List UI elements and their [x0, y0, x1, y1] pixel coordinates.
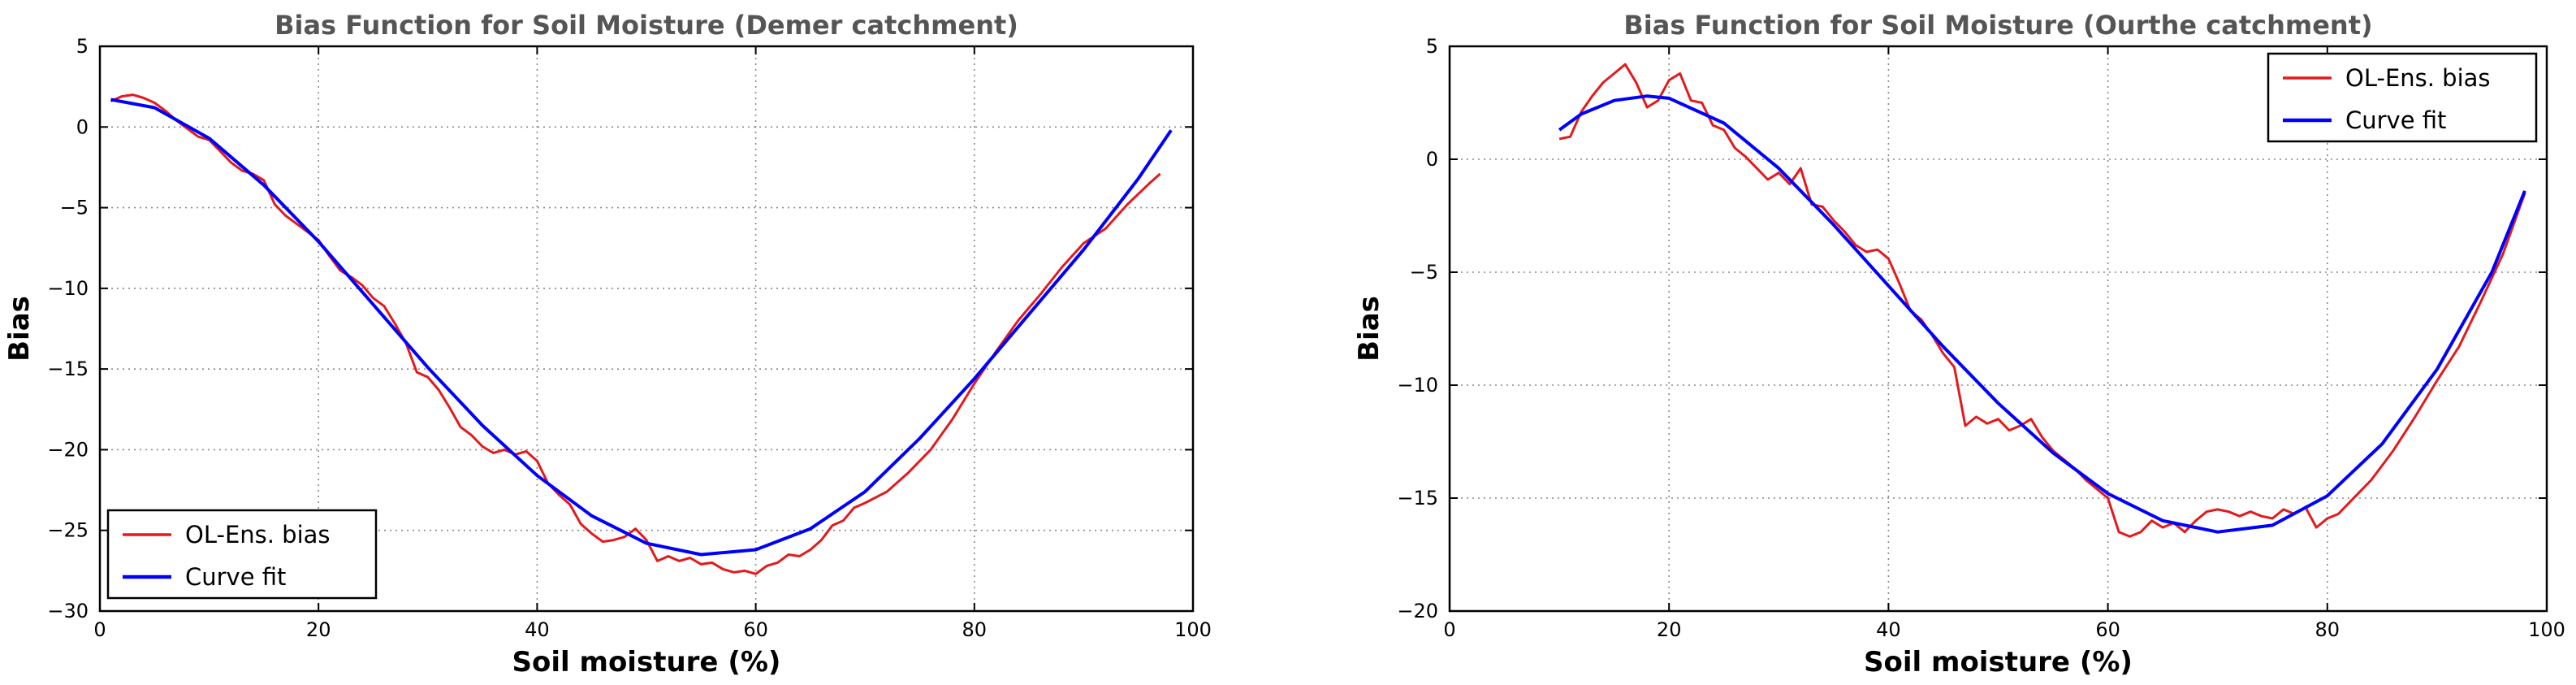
y-tick-label: −5	[60, 197, 89, 219]
x-tick-label: 60	[743, 618, 768, 641]
x-tick-label: 100	[1174, 618, 1212, 641]
plot-frame	[1448, 45, 2548, 613]
legend-box	[106, 509, 378, 600]
chart-title: Bias Function for Soil Moisture (Ourthe …	[1623, 10, 2372, 41]
x-axis-label: Soil moisture (%)	[512, 646, 781, 678]
legend-label-bias: OL-Ens. bias	[185, 521, 331, 548]
series-line-bias	[1558, 63, 2526, 538]
series-line-curve-fit	[1558, 94, 2526, 534]
y-tick-label: −15	[47, 358, 89, 380]
y-axis-label: Bias	[3, 296, 36, 362]
x-tick-label: 20	[1657, 618, 1682, 641]
chart-ourthe: Bias Function for Soil Moisture (Ourthe …	[1353, 10, 2565, 678]
y-tick-label: 5	[76, 35, 89, 58]
x-tick-label: 100	[2528, 618, 2565, 641]
y-tick-label: −20	[47, 438, 89, 461]
legend: OL-Ens. bias Curve fit	[2267, 52, 2538, 143]
y-tick-label: −25	[47, 519, 89, 542]
y-tick-label: 0	[1426, 148, 1438, 171]
y-tick-label: −5	[1410, 261, 1438, 284]
legend-label-curve-fit: Curve fit	[185, 563, 286, 591]
series-line-curve-fit	[110, 98, 1173, 557]
x-tick-label: 20	[306, 618, 331, 641]
plot-frame	[98, 45, 1195, 613]
y-tick-label: 5	[1426, 35, 1438, 58]
y-axis-label: Bias	[1353, 296, 1385, 362]
y-tick-label: −10	[47, 277, 89, 300]
y-tick-label: 0	[76, 115, 89, 138]
legend-box	[2267, 52, 2538, 143]
x-tick-label: 80	[962, 618, 988, 641]
x-tick-label: 40	[525, 618, 550, 641]
y-tick-label: −30	[47, 600, 89, 622]
y-tick-label: −10	[1397, 374, 1438, 397]
x-tick-label: 40	[1876, 618, 1901, 641]
chart-demer: Bias Function for Soil Moisture (Demer c…	[3, 10, 1212, 678]
x-tick-label: 60	[2095, 618, 2120, 641]
y-tick-label: −20	[1397, 600, 1438, 622]
legend-label-curve-fit: Curve fit	[2345, 106, 2446, 134]
y-tick-label: −15	[1397, 487, 1438, 509]
legend: OL-Ens. bias Curve fit	[106, 509, 378, 600]
x-tick-label: 80	[2315, 618, 2340, 641]
x-tick-label: 0	[1443, 618, 1455, 641]
legend-label-bias: OL-Ens. bias	[2345, 64, 2491, 92]
chart-title: Bias Function for Soil Moisture (Demer c…	[274, 10, 1018, 41]
x-axis-label: Soil moisture (%)	[1864, 646, 2133, 678]
series-line-bias	[110, 93, 1161, 575]
x-tick-label: 0	[93, 618, 106, 641]
